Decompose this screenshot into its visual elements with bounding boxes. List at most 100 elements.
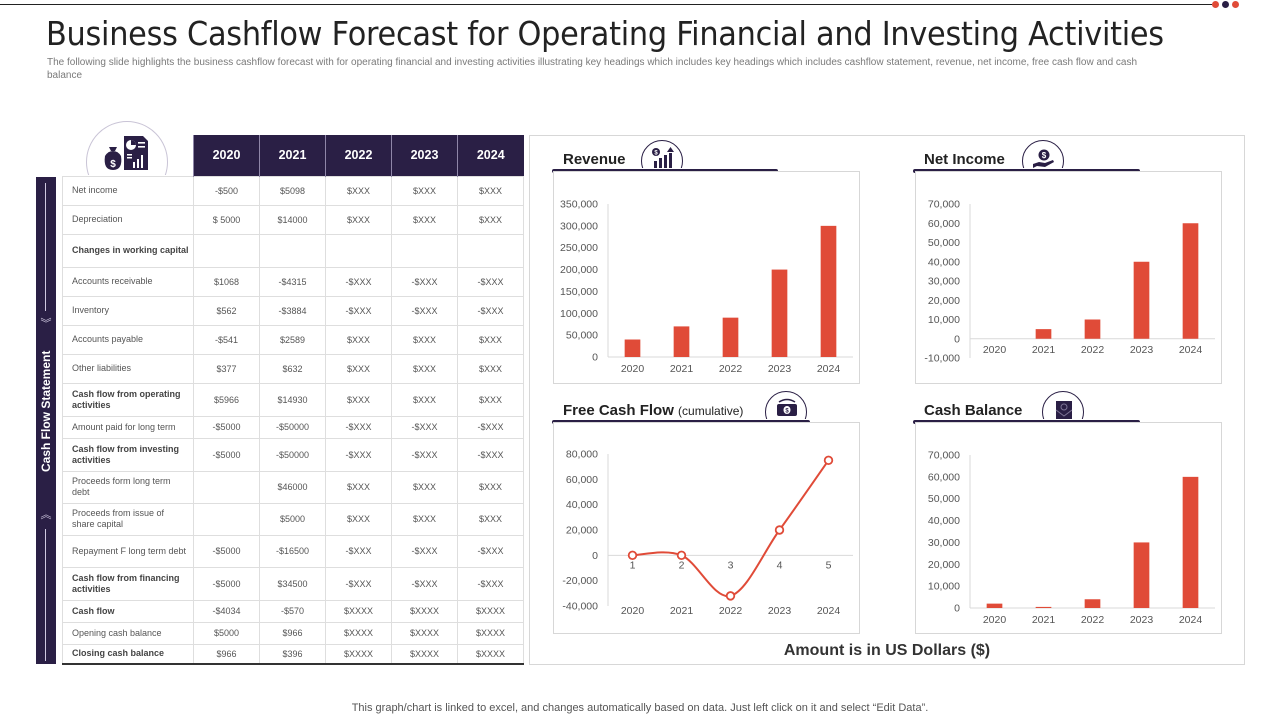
y-tick-label: 0: [954, 333, 960, 345]
cash-balance-chart-svg: 0 10,000 20,000 30,000 40,000 50,000 60,000 70,…: [928, 450, 1215, 626]
y-tick-label: -40,000: [562, 601, 598, 613]
cash-cycle-icon: $: [777, 398, 797, 416]
table-cell: -$5000: [193, 534, 260, 568]
table-cell: $632: [259, 353, 326, 384]
y-tick-label: 20,000: [566, 525, 598, 537]
bar-2022: [722, 317, 739, 357]
row-label: Accounts payable: [62, 324, 194, 355]
table-cell: $ 5000: [193, 204, 260, 235]
bar-2021: [1035, 329, 1052, 339]
table-row: Net income -$500 $5098 $XXX $XXX $XXX: [62, 175, 524, 206]
x-tick-label: 2020: [983, 344, 1007, 356]
table-body: Net income -$500 $5098 $XXX $XXX $XXX Deprecia…: [62, 175, 524, 665]
column-header: 2021: [259, 135, 326, 176]
y-tick-label: 70,000: [928, 199, 960, 211]
table-cell: $562: [193, 295, 260, 326]
net-income-title: Net Income: [924, 151, 1005, 168]
table-row: Proceeds form long term debt $46000 $XXX $X…: [62, 470, 524, 504]
table-row: Cash flow from investing activities -$500…: [62, 437, 524, 472]
chevron-down-icon: ︾: [40, 318, 52, 330]
table-cell: -$3884: [259, 295, 326, 326]
table-row: Cash flow -$4034 -$570 $XXXX $XXXX $XXXX: [62, 599, 524, 623]
fcf-title: Free Cash Flow (cumulative): [563, 402, 743, 419]
cash-flow-table: 2020 2021 2022 2023 2024 Net income -$500…: [62, 135, 524, 665]
footer-note: This graph/chart is linked to excel, and…: [351, 702, 929, 714]
table-cell: -$XXX: [325, 295, 392, 326]
point-index-label: 4: [777, 559, 783, 571]
table-cell: $5098: [259, 175, 326, 206]
table-cell: $XXX: [457, 324, 524, 355]
table-cell: [259, 233, 326, 268]
row-label: Proceeds from issue of share capital: [62, 502, 194, 536]
table-cell: $XXX: [457, 470, 524, 504]
y-tick-label: 20,000: [928, 559, 960, 571]
y-tick-label: 20,000: [928, 295, 960, 307]
dot-3: [1232, 1, 1239, 8]
y-tick-label: 150,000: [560, 286, 598, 298]
table-cell: $14930: [259, 382, 326, 417]
bar-2024: [820, 225, 837, 357]
cash-flow-statement-sidebar: ︾ Cash Flow Statement ︽: [36, 177, 56, 664]
table-cell: $46000: [259, 470, 326, 504]
point-index-label: 5: [826, 559, 832, 571]
svg-text:$: $: [110, 159, 116, 170]
point-2024: [823, 455, 834, 466]
table-cell: $XXXX: [391, 621, 458, 645]
table-cell: $XXX: [457, 382, 524, 417]
table-row: Accounts receivable $1068 -$4315 -$XXX -$XXX…: [62, 266, 524, 297]
y-tick-label: 60,000: [928, 471, 960, 483]
table-row: Cash flow from financing activities -$500…: [62, 566, 524, 601]
x-tick-label: 2023: [1130, 614, 1154, 626]
table-cell: $XXX: [325, 175, 392, 206]
table-row: Repayment F long term debt -$5000 -$16500-…: [62, 534, 524, 568]
column-header: 2022: [325, 135, 392, 176]
table-cell: $XXX: [325, 204, 392, 235]
table-cell: -$XXX: [391, 437, 458, 472]
table-row: Closing cash balance $966 $396 $XXXX $XXXX $X…: [62, 643, 524, 665]
dot-2: [1222, 1, 1229, 8]
row-label: Cash flow from investing activities: [62, 437, 194, 472]
revenue-chart-svg: 0 50,000 100,000 150,000 200,000 250,000 300,0…: [560, 199, 853, 375]
revenue-chart: 0 50,000 100,000 150,000 200,000 250,000 300,0…: [553, 171, 860, 384]
table-cell: $377: [193, 353, 260, 384]
table-cell: $XXX: [457, 353, 524, 384]
table-cell: -$50000: [259, 415, 326, 439]
table-cell: $5000: [259, 502, 326, 536]
row-label: Changes in working capital: [62, 233, 194, 268]
chevron-up-icon: ︽: [40, 509, 52, 521]
table-cell: $XXX: [391, 324, 458, 355]
x-tick-label: 2021: [670, 363, 694, 375]
table-cell: [325, 233, 392, 268]
row-label: Cash flow from operating activities: [62, 382, 194, 417]
table-row: Inventory $562 -$3884 -$XXX -$XXX -$XXX: [62, 295, 524, 326]
y-tick-label: 250,000: [560, 242, 598, 254]
x-tick-label: 2022: [1081, 614, 1105, 626]
bar-2022: [1084, 319, 1101, 339]
x-tick-label: 2021: [1032, 344, 1056, 356]
point-index-label: 3: [728, 559, 734, 571]
y-tick-label: 300,000: [560, 220, 598, 232]
fcf-chart: -40,000 -20,000 0 20,000 40,000 60,000 80,000 2…: [553, 422, 860, 634]
revenue-title: Revenue: [563, 151, 626, 168]
decor-dots: [1212, 1, 1239, 8]
table-cell: $XXX: [391, 382, 458, 417]
fcf-chart-svg: -40,000 -20,000 0 20,000 40,000 60,000 80,000 2…: [562, 449, 853, 617]
table-row: Depreciation $ 5000 $14000 $XXX $XXX $XXX: [62, 204, 524, 235]
row-label: Cash flow: [62, 599, 194, 623]
charts-frame: [529, 135, 1245, 665]
bar-2023: [771, 269, 788, 357]
table-cell: -$XXX: [457, 437, 524, 472]
bar-2024: [1182, 223, 1199, 339]
table-cell: [457, 233, 524, 268]
table-cell: -$XXX: [391, 534, 458, 568]
y-tick-label: -10,000: [924, 353, 960, 365]
x-tick-label: 2024: [1179, 614, 1203, 626]
page-subtitle: The following slide highlights the busin…: [47, 57, 1138, 81]
column-header: 2020: [193, 135, 260, 176]
table-cell: -$4034: [193, 599, 260, 623]
bar-2020: [986, 603, 1003, 608]
table-cell: [391, 233, 458, 268]
table-cell: $396: [259, 643, 326, 665]
table-cell: $1068: [193, 266, 260, 297]
y-tick-label: 30,000: [928, 537, 960, 549]
